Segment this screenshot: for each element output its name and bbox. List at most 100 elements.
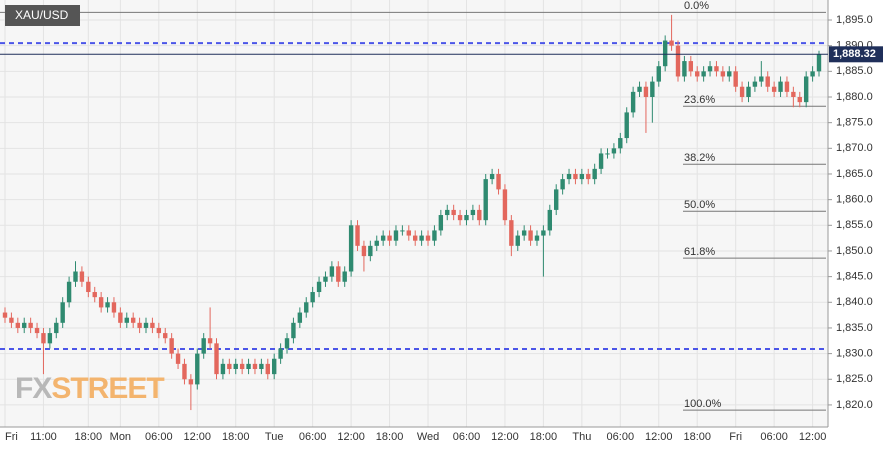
y-tick-label: 1,850.0 (836, 245, 873, 257)
candle-body (207, 338, 213, 344)
candle-body (105, 302, 110, 308)
candle-body (810, 71, 815, 77)
candle-body (92, 292, 97, 298)
y-tick-label: 1,865.0 (836, 168, 873, 180)
x-tick-label: 12:00 (184, 431, 212, 443)
x-tick-label: 12:00 (645, 431, 673, 443)
candle-body (22, 322, 27, 328)
candle-body (438, 215, 444, 231)
candle-body (464, 215, 469, 221)
candle-body (239, 363, 245, 370)
candle-body (259, 363, 264, 370)
candle-body (483, 179, 488, 221)
candle-body (400, 230, 405, 232)
candle-body (98, 297, 104, 308)
candle-body (73, 271, 78, 282)
candle-body (605, 153, 610, 155)
candle-body (66, 281, 72, 303)
candle-body (60, 302, 65, 323)
x-tick-label: Fri (5, 431, 18, 443)
x-tick-label: 06:00 (760, 431, 788, 443)
candle-body (28, 322, 33, 328)
candle-body (791, 91, 796, 97)
candle-body (124, 317, 129, 323)
candle-body (374, 240, 379, 246)
y-tick-label: 1,855.0 (836, 219, 873, 231)
candle-body (765, 76, 770, 87)
x-tick-label: Fri (729, 431, 742, 443)
candle-body (624, 112, 629, 139)
candle-body (457, 215, 463, 221)
candle-body (329, 266, 335, 277)
candle-body (348, 225, 354, 272)
candle-body (521, 230, 527, 236)
candle-body (195, 353, 200, 385)
candle-body (547, 209, 553, 231)
candle-body (733, 71, 738, 87)
candle-body (688, 61, 694, 72)
fib-label: 100.0% (684, 398, 722, 410)
candle-body (759, 76, 764, 82)
candle-body (630, 91, 636, 113)
x-tick-label: Tue (265, 431, 284, 443)
candle-body (727, 71, 732, 77)
candle-body (714, 66, 719, 72)
candle-body (111, 302, 117, 313)
x-tick-label: 12:00 (337, 431, 365, 443)
candle-body (669, 40, 674, 46)
y-tick-label: 1,870.0 (836, 142, 873, 154)
candle-body (445, 209, 450, 216)
candle-body (656, 66, 661, 82)
candle-body (560, 179, 565, 190)
fib-label: 0.0% (684, 0, 709, 12)
candle-body (592, 168, 597, 180)
candle-body (130, 317, 136, 323)
candle-body (387, 235, 392, 241)
x-tick-label: 18:00 (376, 431, 404, 443)
candle-body (380, 235, 386, 241)
last-price-label: 1,888.32 (833, 48, 876, 60)
y-tick-label: 1,860.0 (836, 194, 873, 206)
candle-body (310, 292, 315, 303)
candle-body (413, 235, 418, 241)
watermark-part: FX (15, 372, 52, 405)
candle-body (637, 86, 642, 92)
candle-body (509, 220, 514, 246)
plot-background (0, 0, 828, 427)
candle-body (470, 209, 476, 216)
x-tick-label: 06:00 (299, 431, 327, 443)
candle-body (368, 245, 373, 257)
candle-body (41, 333, 46, 344)
candle-body (284, 338, 290, 349)
x-tick-label: 12:00 (799, 431, 827, 443)
candle-body (342, 271, 347, 282)
candle-body (419, 235, 424, 241)
candle-body (534, 235, 540, 241)
candle-body (175, 353, 181, 364)
y-tick-label: 1,825.0 (836, 373, 873, 385)
candle-body (554, 189, 559, 210)
candle-body (675, 45, 681, 77)
watermark-part: STREET (51, 372, 164, 405)
candle-body (573, 173, 578, 180)
candle-body (496, 173, 501, 190)
candle-body (214, 343, 219, 375)
candle-body (752, 81, 758, 87)
candle-body (803, 76, 809, 103)
x-tick-label: 06:00 (453, 431, 481, 443)
y-tick-label: 1,835.0 (836, 322, 873, 334)
y-tick-label: 1,895.0 (836, 14, 873, 26)
candle-body (432, 230, 437, 241)
candle-body (566, 173, 572, 180)
y-tick-label: 1,845.0 (836, 271, 873, 283)
candle-body (265, 363, 270, 375)
candle-body (425, 235, 431, 241)
fib-label: 61.8% (684, 246, 715, 258)
fib-label: 38.2% (684, 152, 715, 164)
candle-body (246, 363, 251, 370)
x-tick-label: 12:00 (491, 431, 519, 443)
x-tick-label: Wed (417, 431, 439, 443)
y-tick-label: 1,830.0 (836, 348, 873, 360)
candle-body (169, 338, 174, 354)
